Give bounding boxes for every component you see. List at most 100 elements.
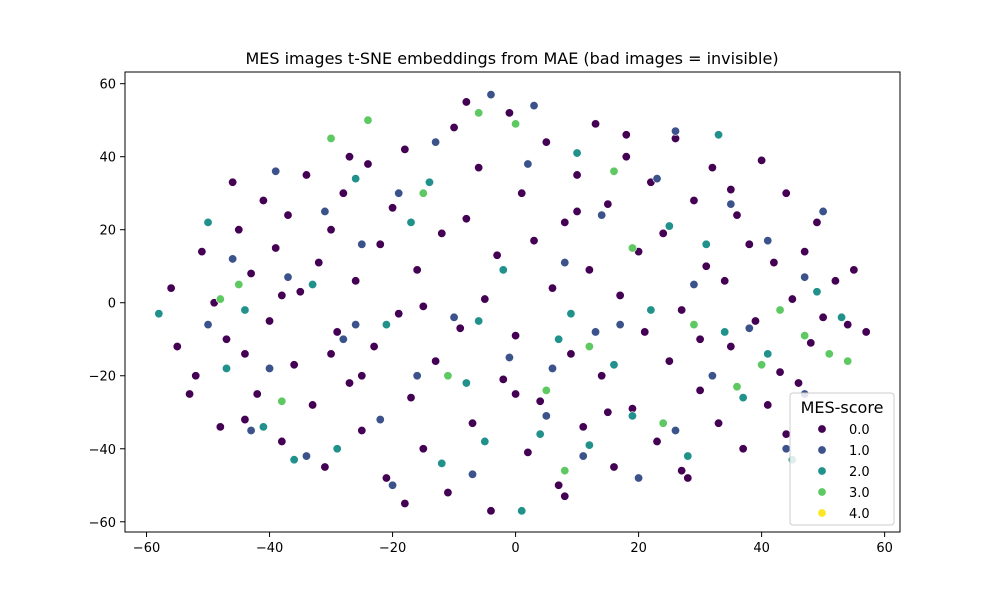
- data-point: [578, 451, 588, 461]
- legend-label: 3.0: [849, 486, 870, 501]
- data-point: [504, 352, 514, 362]
- data-point: [388, 480, 398, 490]
- data-point: [320, 462, 330, 472]
- data-point: [695, 385, 705, 395]
- data-point: [418, 301, 428, 311]
- data-point: [707, 163, 717, 173]
- legend-box: [789, 392, 895, 526]
- x-tick-label: 0: [511, 541, 519, 556]
- data-point: [621, 152, 631, 162]
- data-point: [541, 411, 551, 421]
- data-point: [554, 480, 564, 490]
- data-point: [566, 309, 576, 319]
- data-point: [338, 188, 348, 198]
- data-point: [584, 265, 594, 275]
- scatter-points: [154, 90, 871, 516]
- y-tick-label: 40: [99, 151, 116, 166]
- data-point: [794, 378, 804, 388]
- data-point: [185, 389, 195, 399]
- data-point: [461, 214, 471, 224]
- legend: MES-score 0.0 1.0 2.0 3.0 4.0: [789, 392, 895, 526]
- data-point: [381, 320, 391, 330]
- data-point: [591, 119, 601, 129]
- data-point: [714, 130, 724, 140]
- data-point: [529, 236, 539, 246]
- data-point: [775, 367, 785, 377]
- data-point: [326, 225, 336, 235]
- data-point: [504, 108, 514, 118]
- data-point: [418, 444, 428, 454]
- data-point: [480, 436, 490, 446]
- data-point: [597, 371, 607, 381]
- data-point: [800, 331, 810, 341]
- data-point: [203, 217, 213, 227]
- data-point: [689, 196, 699, 206]
- data-point: [258, 196, 268, 206]
- data-point: [332, 444, 342, 454]
- data-point: [498, 374, 508, 384]
- legend-label: 4.0: [849, 507, 870, 522]
- data-point: [240, 415, 250, 425]
- data-point: [652, 436, 662, 446]
- data-point: [166, 283, 176, 293]
- data-point: [246, 269, 256, 279]
- data-point: [535, 396, 545, 406]
- data-point: [591, 327, 601, 337]
- data-point: [750, 316, 760, 326]
- y-tick-label: 20: [99, 224, 116, 239]
- data-point: [271, 166, 281, 176]
- data-point: [726, 185, 736, 195]
- data-point: [757, 360, 767, 370]
- data-point: [314, 258, 324, 268]
- data-point: [775, 305, 785, 315]
- data-point: [437, 228, 447, 238]
- data-point: [843, 356, 853, 366]
- data-point: [781, 429, 791, 439]
- data-point: [634, 473, 644, 483]
- data-point: [744, 323, 754, 333]
- data-point: [640, 327, 650, 337]
- data-point: [277, 436, 287, 446]
- data-point: [461, 97, 471, 107]
- data-point: [295, 287, 305, 297]
- y-axis: −60 −40 −20 0 20 40 60: [89, 78, 125, 531]
- data-point: [670, 426, 680, 436]
- legend-label: 0.0: [849, 423, 870, 438]
- data-point: [511, 389, 521, 399]
- data-point: [228, 177, 238, 187]
- data-point: [394, 309, 404, 319]
- data-point: [308, 279, 318, 289]
- data-point: [818, 312, 828, 322]
- data-point: [492, 250, 502, 260]
- data-point: [597, 210, 607, 220]
- data-point: [215, 422, 225, 432]
- x-tick-label: −20: [379, 541, 406, 556]
- data-point: [720, 327, 730, 337]
- data-point: [486, 90, 496, 100]
- data-point: [781, 188, 791, 198]
- y-tick-label: −60: [89, 516, 116, 531]
- legend-marker: [817, 508, 827, 518]
- data-point: [560, 466, 570, 476]
- data-point: [572, 206, 582, 216]
- data-point: [498, 265, 508, 275]
- data-point: [424, 177, 434, 187]
- data-point: [326, 133, 336, 143]
- legend-title: MES-score: [801, 398, 884, 417]
- data-point: [406, 217, 416, 227]
- data-point: [547, 363, 557, 373]
- data-point: [221, 363, 231, 373]
- data-point: [369, 342, 379, 352]
- data-point: [584, 342, 594, 352]
- data-point: [757, 155, 767, 165]
- data-point: [357, 239, 367, 249]
- data-point: [763, 400, 773, 410]
- data-point: [265, 363, 275, 373]
- data-point: [154, 309, 164, 319]
- data-point: [664, 356, 674, 366]
- data-point: [344, 378, 354, 388]
- y-tick-label: 60: [99, 78, 116, 93]
- x-axis: −60 −40 −20 0 20 40 60: [133, 532, 893, 556]
- data-point: [818, 206, 828, 216]
- data-point: [541, 385, 551, 395]
